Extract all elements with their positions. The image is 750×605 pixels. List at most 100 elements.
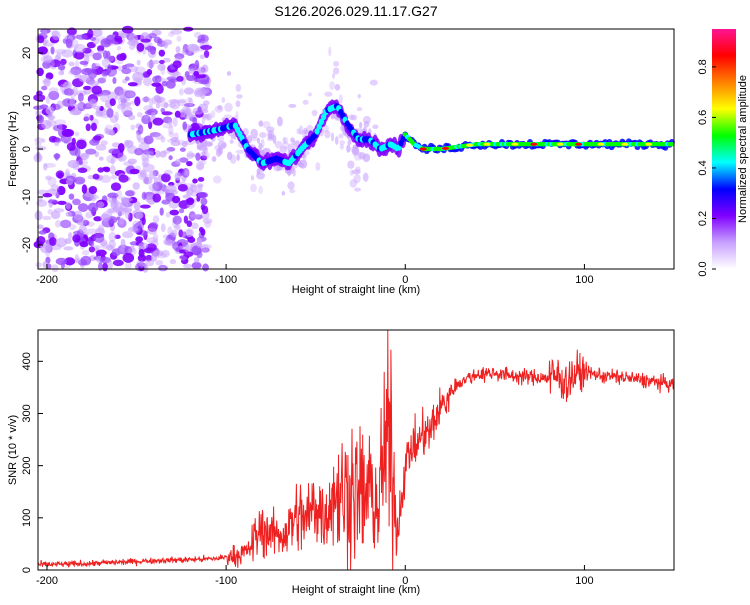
spectrogram-noise-blob	[298, 125, 304, 136]
spectrogram-noise-blob	[36, 114, 44, 124]
spectrogram-noise-blob	[157, 63, 166, 71]
spectrogram-noise-blob	[175, 221, 180, 230]
spectrogram-noise-blob	[198, 79, 210, 85]
spectrogram-noise-blob	[109, 165, 116, 175]
spectrogram-noise-blob	[36, 235, 46, 245]
spectrogram-noise-blob	[127, 226, 139, 232]
spectrogram-noise-blob	[88, 185, 98, 195]
spectrogram-noise-blob	[226, 151, 233, 161]
spectrogram-noise-blob	[65, 38, 73, 48]
spectrogram-noise-blob	[74, 51, 85, 60]
spectrogram-noise-blob	[83, 220, 90, 226]
spectrogram-noise-blob	[202, 100, 210, 106]
spectrogram-noise-blob	[33, 105, 44, 110]
spectrogram-noise-blob	[161, 249, 170, 258]
spectrogram-noise-blob	[145, 243, 157, 252]
spectrogram-noise-blob	[42, 215, 52, 221]
spectrogram-noise-blob	[50, 46, 55, 55]
spectrogram-noise-blob	[179, 157, 189, 163]
spectrogram-noise-blob	[78, 153, 90, 158]
spectrogram-noise-blob	[78, 74, 91, 83]
spectrogram-noise-blob	[200, 155, 208, 161]
spectrogram-noise-blob	[120, 238, 126, 249]
spectrogram-noise-blob	[190, 182, 197, 188]
spectrogram-noise-blob	[162, 57, 171, 63]
spectrogram-noise-blob	[282, 136, 286, 144]
spectrogram-noise-blob	[38, 230, 47, 235]
spectrogram-noise-blob	[107, 64, 112, 74]
spectrogram-noise-blob	[109, 98, 116, 106]
spectrogram-noise-blob	[132, 71, 144, 82]
spectrogram-noise-blob	[159, 59, 165, 65]
spectrogram-ridge-peak	[621, 142, 629, 146]
spectrogram-noise-blob	[85, 148, 97, 155]
spectrogram-noise-blob	[91, 63, 99, 70]
spectrogram-noise-blob	[118, 174, 129, 183]
spectrogram-noise-blob	[198, 226, 204, 233]
spectrogram-noise-blob	[98, 156, 104, 161]
spectrogram-noise-blob	[48, 114, 55, 121]
spectrogram-noise-blob	[274, 140, 283, 149]
spectrogram-noise-blob	[308, 92, 312, 97]
spectrogram-noise-blob	[57, 124, 68, 130]
spectrogram-noise-blob	[147, 33, 157, 39]
spectrogram-noise-blob	[132, 220, 140, 228]
spectrogram-noise-blob	[108, 148, 120, 155]
spectrogram-noise-blob	[82, 47, 92, 54]
spectrogram-x-tick-label: -100	[215, 274, 237, 286]
spectrogram-noise-blob	[43, 162, 48, 171]
spectrogram-noise-blob	[55, 257, 68, 266]
spectrogram-noise-blob	[175, 158, 182, 165]
spectrogram-noise-blob	[100, 175, 112, 184]
spectrogram-noise-blob	[89, 240, 95, 247]
spectrogram-noise-blob	[192, 117, 198, 125]
spectrogram-noise-blob	[362, 172, 369, 182]
snr-y-tick-label: 100	[21, 509, 33, 527]
spectrogram-noise-blob	[117, 151, 125, 161]
spectrogram-noise-blob	[125, 190, 135, 197]
spectrogram-noise-blob	[55, 237, 67, 248]
spectrogram-noise-blob	[57, 200, 67, 206]
spectrogram-noise-blob	[37, 35, 45, 44]
spectrogram-noise-blob	[153, 176, 158, 184]
spectrogram-noise-blob	[91, 63, 97, 71]
spectrogram-noise-blob	[169, 209, 180, 216]
spectrogram-noise-blob	[136, 112, 143, 118]
spectrogram-noise-blob	[186, 153, 198, 158]
spectrogram-noise-blob	[90, 194, 99, 200]
spectrogram-noise-blob	[206, 112, 213, 121]
spectrogram-ridge-peak	[466, 143, 474, 147]
spectrogram-noise-blob	[57, 64, 66, 71]
spectrogram-noise-blob	[177, 100, 188, 107]
spectrogram-noise-blob	[352, 169, 361, 175]
spectrogram-noise-blob	[47, 199, 58, 204]
snr-panel: -200 -100 0 100 0 100 200 300 400 Height of str…	[7, 329, 675, 596]
spectrogram-noise-blob	[80, 255, 92, 266]
spectrogram-noise-blob	[102, 50, 108, 59]
spectrogram-noise-blob	[152, 233, 159, 242]
spectrogram-noise-blob	[70, 66, 82, 75]
spectrogram-noise-blob	[349, 169, 354, 176]
spectrogram-noise-blob	[163, 101, 169, 109]
spectrogram-noise-blob	[43, 42, 54, 47]
spectrogram-noise-blob	[303, 127, 308, 135]
spectrogram-noise-blob	[120, 208, 133, 213]
spectrogram-noise-blob	[301, 129, 309, 135]
spectrogram-noise-blob	[163, 169, 173, 175]
spectrogram-noise-blob	[198, 159, 207, 165]
spectrogram-noise-blob	[196, 141, 204, 150]
spectrogram-noise-blob	[130, 65, 139, 73]
snr-x-tick-label: -200	[36, 575, 58, 587]
spectrogram-noise-blob	[87, 93, 99, 104]
spectrogram-noise-blob	[122, 231, 134, 239]
spectrogram-noise-blob	[351, 146, 360, 156]
spectrogram-noise-blob	[205, 83, 211, 89]
spectrogram-noise-blob	[172, 117, 178, 127]
spectrogram-noise-blob	[250, 183, 257, 193]
spectrogram-noise-blob	[97, 224, 105, 235]
spectrogram-noise-blob	[65, 211, 73, 217]
spectrogram-noise-blob	[197, 106, 202, 113]
spectrogram-noise-blob	[142, 263, 149, 273]
spectrogram-noise-blob	[105, 129, 115, 136]
spectrogram-noise-blob	[160, 136, 166, 143]
